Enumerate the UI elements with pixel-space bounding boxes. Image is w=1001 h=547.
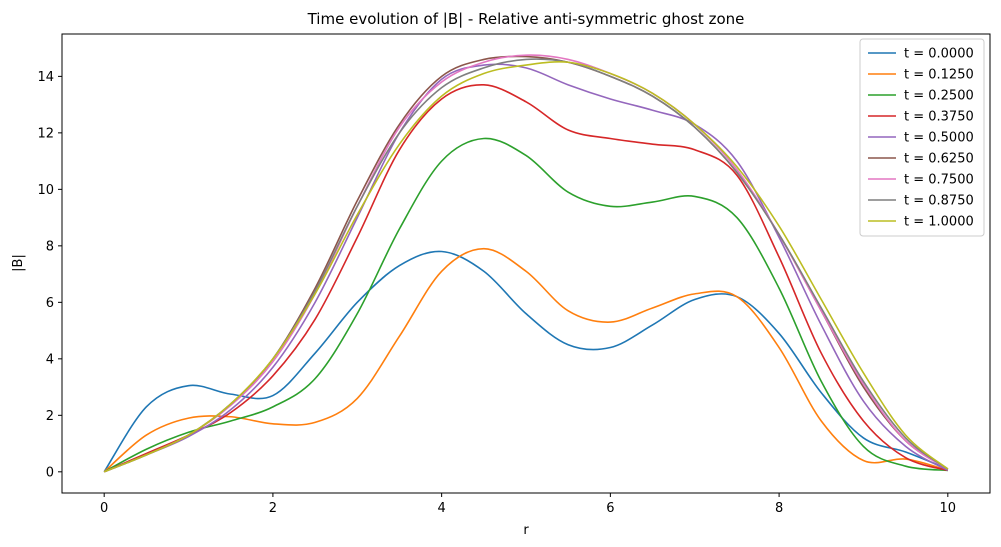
- x-tick-label: 8: [775, 501, 783, 516]
- series-line-2: [103, 137, 948, 473]
- x-tick-label: 10: [940, 501, 957, 516]
- plot-frame: [61, 33, 991, 494]
- y-axis-label: |B|: [11, 254, 26, 272]
- y-tick-label: 10: [37, 183, 54, 198]
- legend-label: t = 0.0000: [904, 47, 974, 62]
- x-axis-ticks: 0 2 4 6 8 10: [100, 493, 956, 516]
- series-line-8: [103, 61, 949, 473]
- legend-label: t = 0.8750: [904, 194, 974, 209]
- y-tick-label: 2: [46, 409, 54, 424]
- legend-label: t = 0.5000: [904, 131, 974, 146]
- y-tick-label: 12: [37, 126, 54, 141]
- chart-title: Time evolution of |B| - Relative anti-sy…: [307, 10, 745, 28]
- y-axis-ticks: 0 2 4 6 8 10 12 14: [37, 70, 62, 480]
- y-tick-label: 0: [46, 465, 54, 480]
- legend-label: t = 1.0000: [904, 215, 974, 230]
- legend-label: t = 0.1250: [904, 68, 974, 83]
- y-tick-label: 4: [46, 352, 54, 367]
- legend-label: t = 0.2500: [904, 89, 974, 104]
- series-line-1: [103, 247, 949, 473]
- x-tick-label: 4: [437, 501, 445, 516]
- x-tick-label: 2: [269, 501, 277, 516]
- series-line-4: [103, 63, 949, 473]
- y-tick-label: 14: [37, 70, 54, 85]
- legend-label: t = 0.6250: [904, 152, 974, 167]
- legend-label: t = 0.3750: [904, 110, 974, 125]
- legend-label: t = 0.7500: [904, 173, 974, 188]
- series-line-3: [103, 84, 949, 473]
- legend: t = 0.0000 t = 0.1250 t = 0.2500 t = 0.3750…: [859, 38, 985, 237]
- y-tick-label: 6: [46, 296, 54, 311]
- x-tick-label: 0: [100, 501, 108, 516]
- x-tick-label: 6: [606, 501, 614, 516]
- series-line-6: [103, 54, 949, 473]
- series-line-0: [103, 250, 949, 473]
- legend-box: [859, 38, 985, 237]
- x-axis-label: r: [523, 523, 529, 538]
- series-layer: [103, 54, 949, 473]
- y-tick-label: 8: [46, 239, 54, 254]
